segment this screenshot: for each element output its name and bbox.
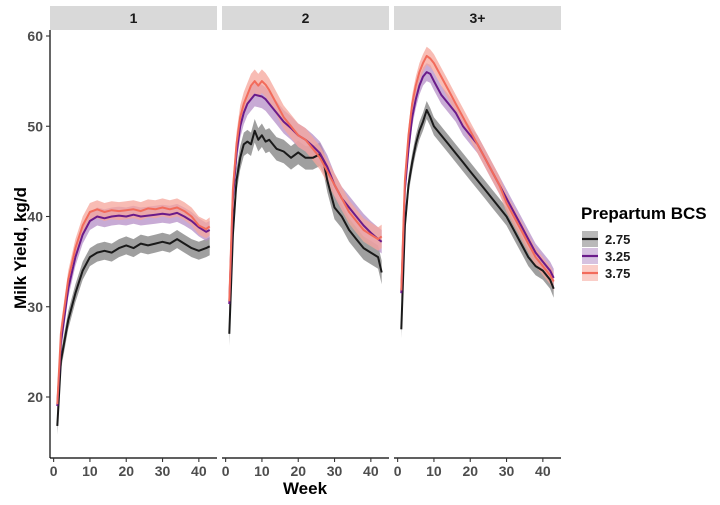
x-axis-title: Week xyxy=(283,479,328,498)
legend: Prepartum BCS 2.75 3.25 3.75 xyxy=(581,204,707,281)
x-tick-label: 20 xyxy=(462,463,478,479)
x-tick-label: 20 xyxy=(118,463,134,479)
y-axis-title: Milk Yield, kg/d xyxy=(11,187,30,309)
x-tick-label: 0 xyxy=(222,463,230,479)
y-tick-label: 20 xyxy=(27,389,43,405)
legend-label-3.25: 3.25 xyxy=(605,249,630,264)
series-line-2.75 xyxy=(228,129,383,334)
x-tick-label: 0 xyxy=(50,463,58,479)
legend-title: Prepartum BCS xyxy=(581,204,707,223)
series-line-3.75 xyxy=(228,80,383,302)
y-tick-label: 30 xyxy=(27,299,43,315)
x-tick-label: 0 xyxy=(394,463,402,479)
x-tick-label: 40 xyxy=(191,463,207,479)
panel-2: 2 xyxy=(222,6,389,346)
series-line-3.25 xyxy=(400,71,555,294)
legend-label-2.75: 2.75 xyxy=(605,232,630,247)
confidence-band-3.25 xyxy=(229,82,382,316)
series-line-2.75 xyxy=(400,109,555,330)
panel-3: 3+ xyxy=(394,6,561,339)
series-line-3.25 xyxy=(228,93,383,305)
x-tick-label: 30 xyxy=(499,463,515,479)
series-line-3.75 xyxy=(400,54,555,291)
x-tick-label: 10 xyxy=(426,463,442,479)
series-line-2.75 xyxy=(56,238,211,426)
panel-1: 1 xyxy=(50,6,217,435)
panel-strip xyxy=(394,6,561,30)
series-line-3.75 xyxy=(56,206,211,405)
y-tick-label: 50 xyxy=(27,118,43,134)
panel-strip-label: 3+ xyxy=(470,10,486,26)
legend-label-3.75: 3.75 xyxy=(605,266,630,281)
x-tick-label: 40 xyxy=(535,463,551,479)
panel-strip xyxy=(50,6,217,30)
x-tick-label: 10 xyxy=(254,463,270,479)
confidence-band-3.75 xyxy=(229,69,382,314)
y-tick-label: 60 xyxy=(27,28,43,44)
panel-strip-label: 2 xyxy=(302,10,310,26)
panel-strip-label: 1 xyxy=(130,10,138,26)
x-tick-label: 10 xyxy=(82,463,98,479)
x-tick-label: 20 xyxy=(290,463,306,479)
x-tick-label: 30 xyxy=(155,463,171,479)
x-tick-label: 40 xyxy=(363,463,379,479)
series-line-3.25 xyxy=(56,211,211,407)
x-tick-label: 30 xyxy=(327,463,343,479)
y-tick-label: 40 xyxy=(27,209,43,225)
confidence-band-2.75 xyxy=(57,230,210,435)
panel-strip xyxy=(222,6,389,30)
